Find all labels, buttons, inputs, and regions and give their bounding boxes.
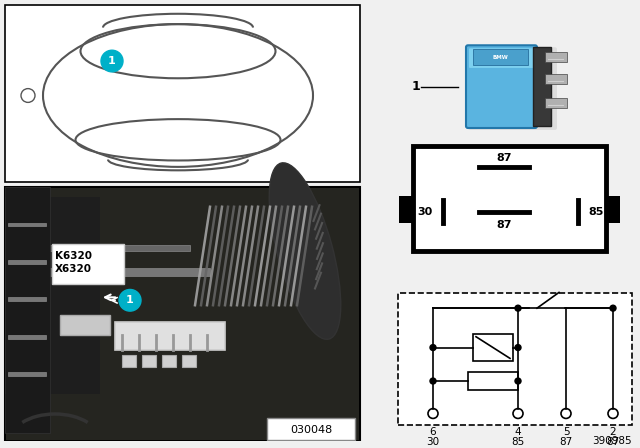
Bar — [60, 315, 110, 335]
Bar — [473, 49, 528, 65]
Circle shape — [515, 345, 521, 350]
Text: X6320: X6320 — [55, 264, 92, 274]
Bar — [122, 355, 136, 367]
Bar — [10, 245, 190, 251]
Bar — [468, 372, 518, 390]
Bar — [545, 52, 567, 62]
Bar — [413, 146, 606, 251]
Bar — [8, 297, 46, 301]
Circle shape — [515, 378, 521, 384]
Text: 1: 1 — [412, 80, 420, 93]
Bar — [398, 293, 632, 425]
Bar — [8, 372, 46, 376]
Text: 87: 87 — [496, 152, 512, 163]
Circle shape — [101, 50, 123, 72]
Bar — [533, 47, 551, 126]
Text: 87: 87 — [559, 437, 573, 447]
Circle shape — [430, 345, 436, 350]
Text: 390985: 390985 — [593, 436, 632, 446]
FancyBboxPatch shape — [469, 48, 534, 68]
Circle shape — [430, 378, 436, 384]
Text: 2: 2 — [610, 427, 616, 437]
Bar — [5, 187, 360, 441]
Bar — [142, 355, 156, 367]
Circle shape — [119, 289, 141, 311]
Text: 1: 1 — [126, 295, 134, 305]
Text: 5: 5 — [563, 427, 570, 437]
Text: 030048: 030048 — [290, 425, 332, 435]
Text: 87: 87 — [606, 437, 620, 447]
Text: 85: 85 — [511, 437, 525, 447]
Bar — [399, 196, 413, 224]
Bar — [267, 418, 355, 440]
Circle shape — [608, 409, 618, 418]
Text: BMW: BMW — [492, 55, 508, 60]
Text: 30: 30 — [417, 207, 433, 217]
Bar — [8, 260, 46, 264]
Text: 4: 4 — [515, 427, 522, 437]
FancyBboxPatch shape — [468, 47, 557, 130]
Bar — [545, 99, 567, 108]
Text: 6: 6 — [429, 427, 436, 437]
Bar — [606, 196, 620, 224]
Bar — [545, 74, 567, 84]
Bar — [10, 268, 210, 276]
Bar — [52, 244, 124, 284]
Bar — [182, 355, 196, 367]
Bar — [162, 355, 176, 367]
Text: 85: 85 — [588, 207, 604, 217]
Text: 1: 1 — [108, 56, 116, 66]
Circle shape — [513, 409, 523, 418]
Circle shape — [610, 305, 616, 311]
Bar — [115, 322, 225, 349]
Text: 30: 30 — [426, 437, 440, 447]
Bar — [5, 197, 100, 394]
Bar — [473, 334, 513, 362]
Bar — [8, 223, 46, 226]
Circle shape — [515, 305, 521, 311]
Circle shape — [428, 409, 438, 418]
Text: K6320: K6320 — [55, 251, 92, 261]
Ellipse shape — [269, 163, 340, 339]
Bar — [5, 5, 360, 182]
Bar — [6, 188, 359, 440]
FancyBboxPatch shape — [466, 45, 537, 128]
Circle shape — [561, 409, 571, 418]
Text: 87: 87 — [496, 220, 512, 230]
Bar — [8, 335, 46, 339]
Bar — [5, 187, 50, 433]
